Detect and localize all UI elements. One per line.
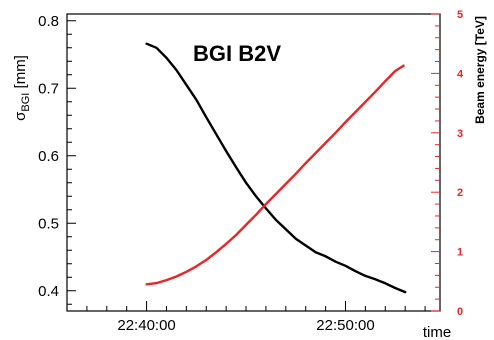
- plot-frame: [66, 13, 441, 312]
- y-tick-label: 0.5: [38, 215, 59, 232]
- series-layer: [145, 42, 407, 294]
- y2-tick-label: 1: [457, 247, 463, 259]
- y2-tick-label: 2: [457, 187, 463, 199]
- y2-tick-label: 3: [457, 128, 463, 140]
- y2-tick-label: 4: [457, 68, 464, 80]
- x-axis-ticks: 22:40:00 22:50:00: [66, 301, 426, 334]
- x-tick-label: 22:40:00: [117, 317, 175, 334]
- y-tick-label: 0.7: [38, 80, 59, 97]
- y2-axis-title: Beam energy [TeV]: [473, 16, 487, 124]
- chart-title: BGI B2V: [193, 41, 281, 66]
- y2-tick-label: 5: [457, 9, 463, 21]
- y2-tick-label: 0: [457, 306, 463, 318]
- sigma-series-line: [145, 42, 407, 294]
- y-axis-title: σBGI [mm]: [12, 55, 32, 121]
- x-axis-title: time: [423, 324, 451, 340]
- x-tick-label: 22:50:00: [316, 317, 374, 334]
- y-tick-label: 0.8: [38, 13, 59, 30]
- y-tick-label: 0.6: [38, 148, 59, 165]
- y-tick-label: 0.4: [38, 283, 59, 300]
- y-axis-title-symbol: σ: [12, 111, 29, 121]
- right-axis-ticks: 0 1 2 3 4 5: [431, 9, 464, 318]
- left-axis-ticks: 0.4 0.5 0.6 0.7 0.8: [38, 13, 76, 305]
- y-axis-title-subscript: BGI: [20, 93, 32, 112]
- energy-series-line: [145, 64, 405, 286]
- y-axis-title-unit: [mm]: [12, 55, 29, 93]
